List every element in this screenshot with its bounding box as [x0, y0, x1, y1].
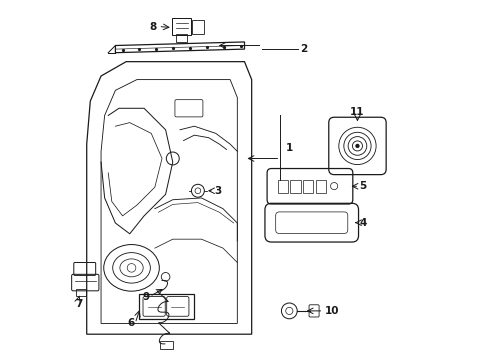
Text: 9: 9: [142, 292, 149, 302]
Text: 11: 11: [349, 107, 364, 117]
Text: 5: 5: [359, 181, 366, 191]
Text: 4: 4: [359, 218, 366, 228]
Text: 8: 8: [149, 22, 156, 32]
Circle shape: [355, 144, 359, 148]
Text: 1: 1: [285, 143, 292, 153]
Text: 10: 10: [325, 306, 339, 316]
Text: 2: 2: [300, 44, 306, 54]
Text: 7: 7: [75, 299, 82, 309]
Text: 3: 3: [214, 186, 221, 196]
Text: 6: 6: [128, 319, 135, 328]
